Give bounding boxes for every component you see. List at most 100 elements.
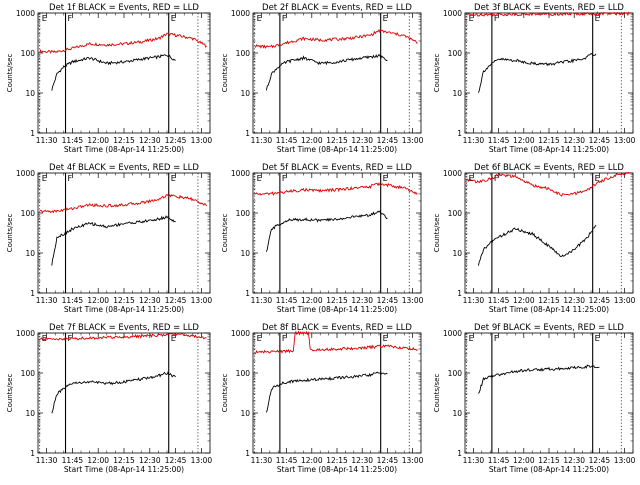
x-tick-label: 13:00 bbox=[402, 136, 424, 145]
x-axis-label: Start Time (08-Apr-14 11:25:00) bbox=[489, 465, 609, 474]
events-series-line bbox=[265, 210, 388, 252]
y-tick-label: 1000 bbox=[443, 329, 462, 338]
x-axis-label: Start Time (08-Apr-14 11:25:00) bbox=[489, 145, 609, 154]
panel-5: Det 5f BLACK = Events, RED = LLD 1 10 100 10… bbox=[221, 163, 424, 314]
event-marker-label: F bbox=[68, 174, 73, 183]
x-tick-label: 12:15 bbox=[538, 296, 560, 305]
y-tick-label: 1000 bbox=[231, 169, 250, 178]
x-tick-label: 12:45 bbox=[377, 136, 399, 145]
panel-4: Det 4f BLACK = Events, RED = LLD 1 10 100 10… bbox=[6, 163, 212, 314]
event-marker-label: E bbox=[171, 174, 176, 183]
x-axis-label: Start Time (08-Apr-14 11:25:00) bbox=[64, 145, 184, 154]
y-tick-label: 1 bbox=[457, 289, 462, 298]
x-tick-label: 12:45 bbox=[165, 456, 187, 465]
events-series-line bbox=[265, 53, 388, 91]
event-marker-label: E bbox=[469, 14, 474, 23]
plot-frame bbox=[464, 332, 634, 454]
y-axis-label: Counts/sec bbox=[221, 214, 229, 253]
y-tick-label: 1000 bbox=[16, 9, 35, 18]
y-tick-label: 1 bbox=[245, 289, 250, 298]
x-tick-label: 11:45 bbox=[62, 456, 84, 465]
y-tick-label: 1000 bbox=[16, 169, 35, 178]
plot-frame bbox=[37, 12, 211, 134]
event-marker-label: E bbox=[469, 174, 474, 183]
y-tick-label: 100 bbox=[236, 209, 251, 218]
x-axis-label: Start Time (08-Apr-14 11:25:00) bbox=[64, 465, 184, 474]
x-tick-label: 11:30 bbox=[463, 456, 485, 465]
panel-3: Det 3f BLACK = Events, RED = LLD 1 10 100 10… bbox=[433, 3, 636, 154]
x-tick-label: 13:00 bbox=[191, 456, 213, 465]
plot-frame bbox=[37, 172, 211, 294]
x-tick-label: 12:00 bbox=[301, 136, 323, 145]
y-tick-label: 100 bbox=[236, 369, 251, 378]
event-marker-label: F bbox=[494, 14, 499, 23]
x-tick-label: 11:45 bbox=[62, 296, 84, 305]
panel-title: Det 4f BLACK = Events, RED = LLD bbox=[49, 163, 199, 173]
x-tick-label: 12:30 bbox=[351, 456, 373, 465]
x-tick-label: 12:30 bbox=[563, 296, 585, 305]
x-tick-label: 11:45 bbox=[488, 296, 510, 305]
x-tick-label: 11:45 bbox=[276, 296, 298, 305]
panel-title: Det 3f BLACK = Events, RED = LLD bbox=[474, 3, 624, 13]
x-tick-label: 12:15 bbox=[326, 456, 348, 465]
y-axis-label: Counts/sec bbox=[433, 54, 441, 93]
event-marker-label: E bbox=[42, 334, 47, 343]
x-tick-label: 11:30 bbox=[251, 456, 273, 465]
event-marker-label: E bbox=[257, 174, 262, 183]
y-tick-label: 10 bbox=[452, 89, 462, 98]
y-tick-label: 100 bbox=[448, 369, 463, 378]
y-tick-label: 1000 bbox=[231, 329, 250, 338]
plot-frame bbox=[464, 172, 634, 294]
plot-frame bbox=[252, 172, 422, 294]
panel-title: Det 9f BLACK = Events, RED = LLD bbox=[474, 323, 624, 333]
x-tick-label: 13:00 bbox=[614, 456, 636, 465]
event-marker-label: E bbox=[257, 334, 262, 343]
panel-8: Det 8f BLACK = Events, RED = LLD 1 10 100 10… bbox=[221, 323, 424, 474]
event-marker-label: E bbox=[383, 14, 388, 23]
y-axis-label: Counts/sec bbox=[6, 374, 14, 413]
y-tick-label: 10 bbox=[25, 89, 35, 98]
x-tick-label: 12:30 bbox=[351, 136, 373, 145]
y-tick-label: 1000 bbox=[16, 329, 35, 338]
event-marker-label: E bbox=[42, 174, 47, 183]
x-tick-label: 11:30 bbox=[36, 456, 58, 465]
y-tick-label: 1 bbox=[30, 289, 35, 298]
y-tick-label: 10 bbox=[25, 409, 35, 418]
y-tick-label: 10 bbox=[452, 409, 462, 418]
x-tick-label: 12:00 bbox=[87, 456, 109, 465]
event-marker-label: F bbox=[282, 14, 287, 23]
panel-6: Det 6f BLACK = Events, RED = LLD 1 10 100 10… bbox=[433, 163, 636, 314]
y-tick-label: 10 bbox=[452, 249, 462, 258]
events-series-line bbox=[478, 364, 600, 394]
x-tick-label: 12:45 bbox=[377, 456, 399, 465]
x-tick-label: 12:15 bbox=[113, 136, 135, 145]
y-tick-label: 1000 bbox=[443, 9, 462, 18]
event-marker-label: E bbox=[383, 174, 388, 183]
y-tick-label: 1000 bbox=[443, 169, 462, 178]
event-marker-label: E bbox=[595, 174, 600, 183]
x-tick-label: 12:15 bbox=[326, 296, 348, 305]
x-tick-label: 12:00 bbox=[87, 136, 109, 145]
event-marker-label: E bbox=[595, 14, 600, 23]
lld-series-line bbox=[466, 11, 630, 17]
x-tick-label: 12:00 bbox=[513, 456, 535, 465]
x-tick-label: 13:00 bbox=[614, 136, 636, 145]
panel-7: Det 7f BLACK = Events, RED = LLD 1 10 100 10… bbox=[6, 323, 212, 474]
x-tick-label: 12:15 bbox=[538, 456, 560, 465]
y-tick-label: 100 bbox=[21, 209, 36, 218]
x-tick-label: 12:30 bbox=[563, 136, 585, 145]
x-axis-label: Start Time (08-Apr-14 11:25:00) bbox=[277, 145, 397, 154]
x-tick-label: 12:00 bbox=[301, 296, 323, 305]
y-tick-label: 100 bbox=[448, 209, 463, 218]
events-series-line bbox=[477, 224, 597, 266]
event-marker-label: F bbox=[68, 14, 73, 23]
y-tick-label: 1 bbox=[245, 449, 250, 458]
plot-frame bbox=[252, 12, 422, 134]
x-tick-label: 11:45 bbox=[62, 136, 84, 145]
plot-frame bbox=[464, 12, 634, 134]
x-tick-label: 13:00 bbox=[402, 456, 424, 465]
y-tick-label: 100 bbox=[21, 369, 36, 378]
event-marker-label: E bbox=[257, 14, 262, 23]
y-tick-label: 1 bbox=[245, 129, 250, 138]
x-axis-label: Start Time (08-Apr-14 11:25:00) bbox=[277, 465, 397, 474]
